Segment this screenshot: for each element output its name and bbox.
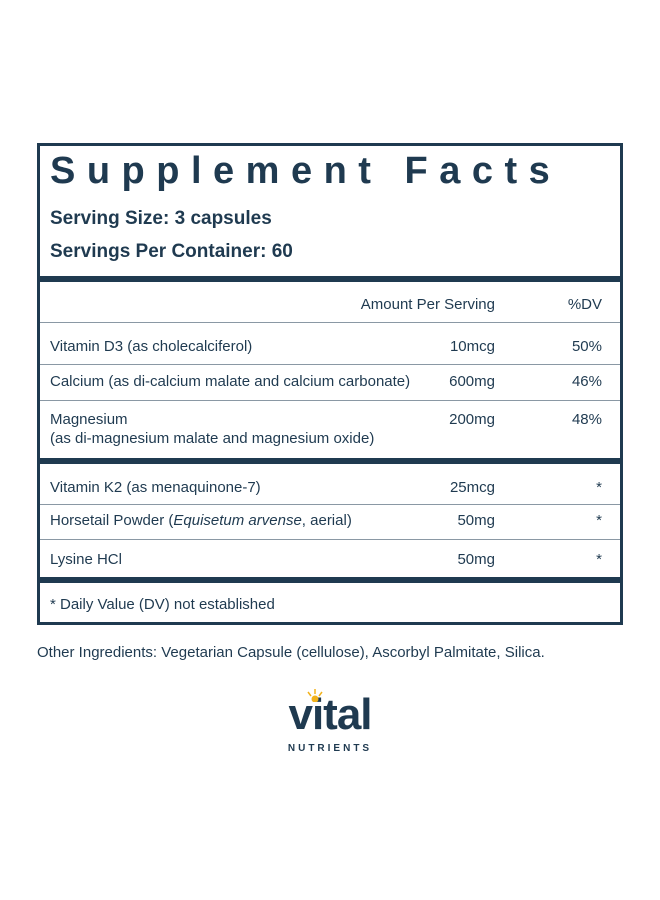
footnote: * Daily Value (DV) not established <box>50 596 275 613</box>
nutrient-dv: 46% <box>571 373 602 390</box>
nutrient-name: Magnesium <box>50 411 128 428</box>
nutrient-dv: 48% <box>571 411 602 428</box>
nutrient-amount: 50mg <box>457 512 495 529</box>
nutrient-dv: * <box>596 551 602 568</box>
name-part: , aerial) <box>301 512 352 529</box>
facts-panel <box>37 143 623 625</box>
column-header: Amount Per Serving <box>360 296 495 313</box>
nutrient-amount: 200mg <box>449 411 495 428</box>
rule <box>40 322 620 323</box>
brand-logo: vital <box>288 690 372 739</box>
rule <box>40 504 620 505</box>
nutrient-name: Horsetail Powder (Equisetum arvense, aer… <box>50 512 352 529</box>
thick-rule <box>40 458 620 464</box>
nutrient-name: Vitamin D3 (as cholecalciferol) <box>50 338 253 355</box>
nutrient-amount: 50mg <box>457 551 495 568</box>
serving-size: Serving Size: 3 capsules <box>50 208 272 229</box>
nutrient-detail: (as di-magnesium malate and magnesium ox… <box>50 430 375 447</box>
other-ingredients: Other Ingredients: Vegetarian Capsule (c… <box>37 644 545 661</box>
nutrient-amount: 10mcg <box>449 338 495 355</box>
rule <box>40 539 620 540</box>
nutrient-name: Calcium (as di-calcium malate and calciu… <box>50 373 411 390</box>
brand-tagline: NUTRIENTS <box>287 743 373 754</box>
nutrient-name: Lysine HCl <box>50 551 122 568</box>
nutrient-amount: 600mg <box>449 373 495 390</box>
thick-rule <box>40 577 620 583</box>
nutrient-dv: * <box>596 479 602 496</box>
thick-rule <box>40 276 620 282</box>
nutrient-amount: 25mcg <box>449 479 495 496</box>
panel-title: Supplement Facts <box>50 150 562 192</box>
column-header: %DV <box>567 296 602 313</box>
nutrient-name: Vitamin K2 (as menaquinone-7) <box>50 479 261 496</box>
rule <box>40 400 620 401</box>
nutrient-dv: * <box>596 512 602 529</box>
latin-name: Equisetum arvense <box>173 512 302 529</box>
servings-per-container: Servings Per Container: 60 <box>50 241 293 262</box>
rule <box>40 364 620 365</box>
nutrient-dv: 50% <box>571 338 602 355</box>
logo-sun <box>307 689 323 702</box>
name-part: Horsetail Powder ( <box>50 512 174 529</box>
